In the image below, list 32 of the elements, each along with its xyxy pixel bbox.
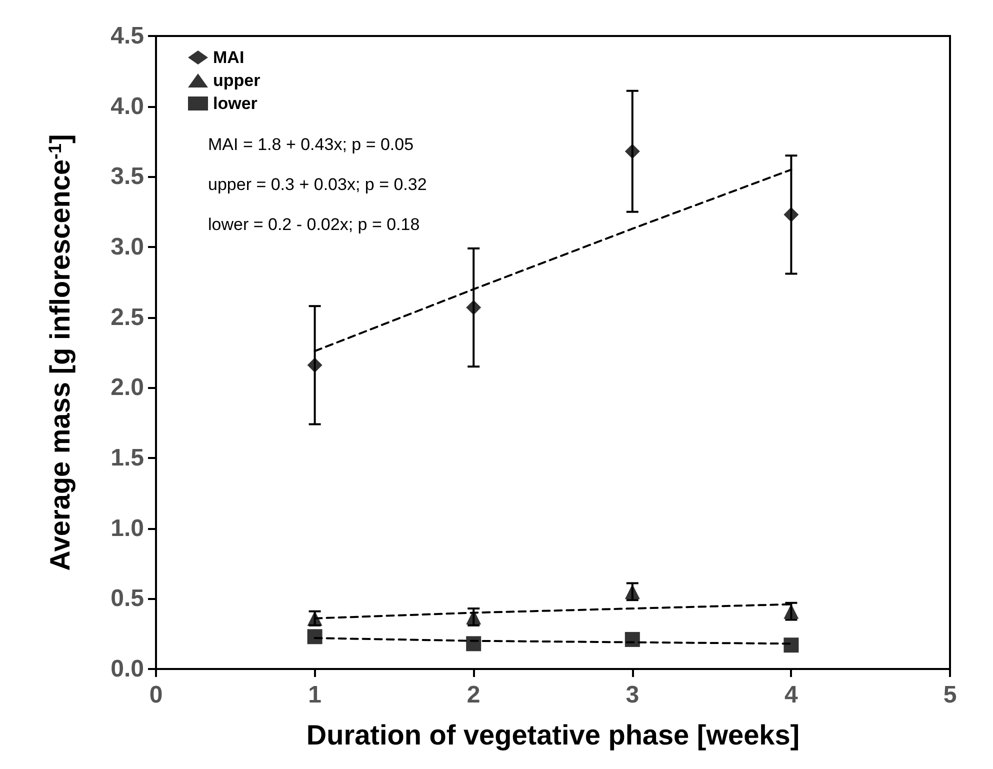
x-tick-label: 0 xyxy=(149,682,163,708)
point xyxy=(624,632,640,647)
point xyxy=(307,629,322,644)
y-tick-label: 2.5 xyxy=(110,304,144,331)
y-tick-label: 4.0 xyxy=(110,92,144,120)
y-axis-title: Average mass [g inflorescence-1] xyxy=(44,134,76,571)
y-tick-label: 1.0 xyxy=(110,514,144,542)
legend-label: upper xyxy=(213,71,261,90)
annotation: upper = 0.3 + 0.03x; p = 0.32 xyxy=(208,175,427,194)
y-tick-label: 1.5 xyxy=(110,444,144,472)
point xyxy=(466,300,482,315)
y-tick-label: 4.5 xyxy=(110,22,144,50)
legend-label: lower xyxy=(213,94,258,113)
x-tick-label: 3 xyxy=(626,682,640,708)
point xyxy=(624,144,640,159)
x-tick-label: 2 xyxy=(466,682,480,708)
point xyxy=(784,638,799,653)
y-tick-label: 0.0 xyxy=(110,656,144,682)
y-tick-label: 2.0 xyxy=(110,374,144,402)
x-tick-label: 5 xyxy=(943,682,957,708)
point xyxy=(307,358,322,373)
annotation: lower = 0.2 - 0.02x; p = 0.18 xyxy=(208,215,420,234)
point xyxy=(784,207,799,222)
legend-label: MAI xyxy=(213,48,244,67)
x-tick-label: 1 xyxy=(308,682,322,708)
y-tick-label: 0.5 xyxy=(110,585,144,612)
x-axis-title: Duration of vegetative phase [weeks] xyxy=(306,720,800,750)
x-tick-label: 4 xyxy=(784,682,799,708)
y-tick-label: 3.0 xyxy=(110,234,144,260)
y-tick-label: 3.5 xyxy=(110,163,144,190)
annotation: MAI = 1.8 + 0.43x; p = 0.05 xyxy=(208,135,414,154)
point xyxy=(466,636,482,652)
